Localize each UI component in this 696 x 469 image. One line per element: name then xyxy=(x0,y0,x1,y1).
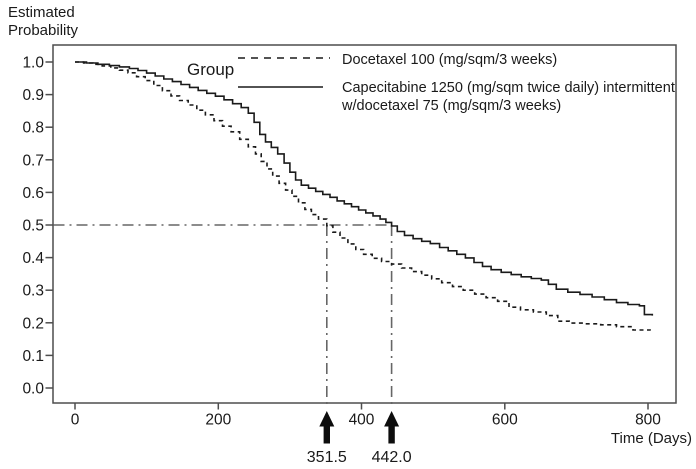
y-axis-title-line1: Estimated xyxy=(8,4,75,21)
x-tick-label: 200 xyxy=(205,412,231,429)
y-tick-label: 0.3 xyxy=(22,283,44,300)
y-tick-label: 0.8 xyxy=(22,120,44,137)
y-tick-label: 0.7 xyxy=(22,152,44,169)
x-tick-label: 0 xyxy=(71,412,80,429)
chart-legend: Group Docetaxel 100 (mg/sqm/3 weeks) Cap… xyxy=(187,52,675,114)
median-value-label-442.0: 442.0 xyxy=(372,449,412,466)
y-axis-title-line2: Probability xyxy=(8,22,79,39)
y-tick-label: 0.9 xyxy=(22,87,44,104)
x-tick-label: 800 xyxy=(635,412,661,429)
y-axis-tick-labels: 1.0 0.9 0.8 0.7 0.6 0.5 0.4 0.3 0.2 0.1 … xyxy=(22,55,44,398)
chart-dynamic-layer: 351.5 442.0 xyxy=(53,61,654,466)
legend-item-capecitabine-label-line1: Capecitabine 1250 (mg/sqm twice daily) i… xyxy=(342,80,675,96)
y-tick-label: 0.1 xyxy=(22,348,44,365)
y-axis-ticks xyxy=(45,61,53,389)
median-value-label-351.5: 351.5 xyxy=(307,449,347,466)
y-tick-label: 0.6 xyxy=(22,185,44,202)
x-tick-label: 400 xyxy=(349,412,375,429)
x-tick-label: 600 xyxy=(492,412,518,429)
survival-curve-docetaxel xyxy=(75,61,651,331)
median-arrow-442.0 xyxy=(384,411,400,444)
legend-title: Group xyxy=(187,60,234,79)
x-axis-ticks xyxy=(74,403,649,410)
median-arrow-351.5 xyxy=(319,411,335,444)
y-tick-label: 0.2 xyxy=(22,315,44,332)
y-tick-label: 0.5 xyxy=(22,218,44,235)
plot-frame xyxy=(52,44,677,404)
y-tick-label: 1.0 xyxy=(22,55,44,72)
x-axis-title: Time (Days) xyxy=(611,430,692,447)
survival-curve-capecitabine-docetaxel xyxy=(75,61,654,316)
legend-item-docetaxel-label: Docetaxel 100 (mg/sqm/3 weeks) xyxy=(342,52,557,68)
y-tick-label: 0.4 xyxy=(22,250,44,267)
legend-item-capecitabine-label-line2: w/docetaxel 75 (mg/sqm/3 weeks) xyxy=(341,98,561,114)
x-axis-tick-labels: 0 200 400 600 800 xyxy=(71,412,662,429)
y-tick-label: 0.0 xyxy=(22,381,44,398)
